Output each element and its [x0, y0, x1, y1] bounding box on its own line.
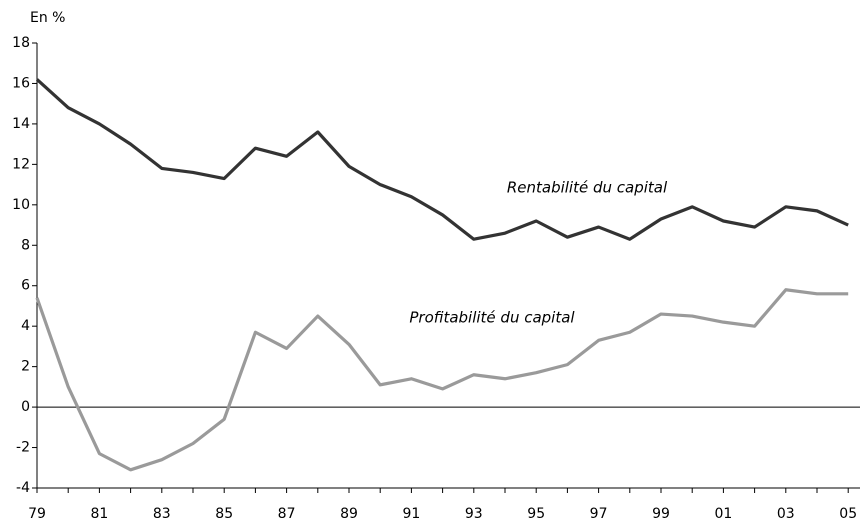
y-tick-label: 14: [12, 116, 30, 132]
x-tick-label: 97: [590, 506, 608, 522]
x-tick-label: 01: [714, 506, 732, 522]
x-tick-label: 85: [215, 506, 233, 522]
series-label: Rentabilité du capital: [507, 179, 668, 197]
x-tick-label: 83: [153, 506, 171, 522]
y-tick-label: 10: [12, 197, 30, 213]
unit-label: En %: [30, 10, 65, 26]
y-tick-label: 18: [12, 35, 30, 51]
x-tick-label: 93: [465, 506, 483, 522]
x-tick-label: 91: [402, 506, 420, 522]
y-tick-label: 16: [12, 75, 30, 91]
y-tick-label: 8: [21, 237, 30, 253]
x-tick-label: 87: [278, 506, 296, 522]
y-tick-label: 2: [21, 359, 30, 375]
series-label: Profitabilité du capital: [409, 309, 575, 327]
y-tick-label: 0: [21, 399, 30, 415]
x-tick-label: 89: [340, 506, 358, 522]
x-tick-label: 95: [527, 506, 545, 522]
y-tick-label: -4: [16, 480, 30, 496]
line: [35, 288, 849, 472]
x-tick-label: 99: [652, 506, 670, 522]
x-tick-label: 81: [90, 506, 108, 522]
y-tick-label: -2: [16, 440, 30, 456]
y-tick-label: 12: [12, 156, 30, 172]
y-tick-label: 4: [21, 318, 30, 334]
x-tick-label: 05: [839, 506, 857, 522]
y-tick-label: 6: [21, 278, 30, 294]
x-tick-label: 03: [777, 506, 795, 522]
x-tick-label: 79: [28, 506, 46, 522]
line: [35, 78, 849, 241]
